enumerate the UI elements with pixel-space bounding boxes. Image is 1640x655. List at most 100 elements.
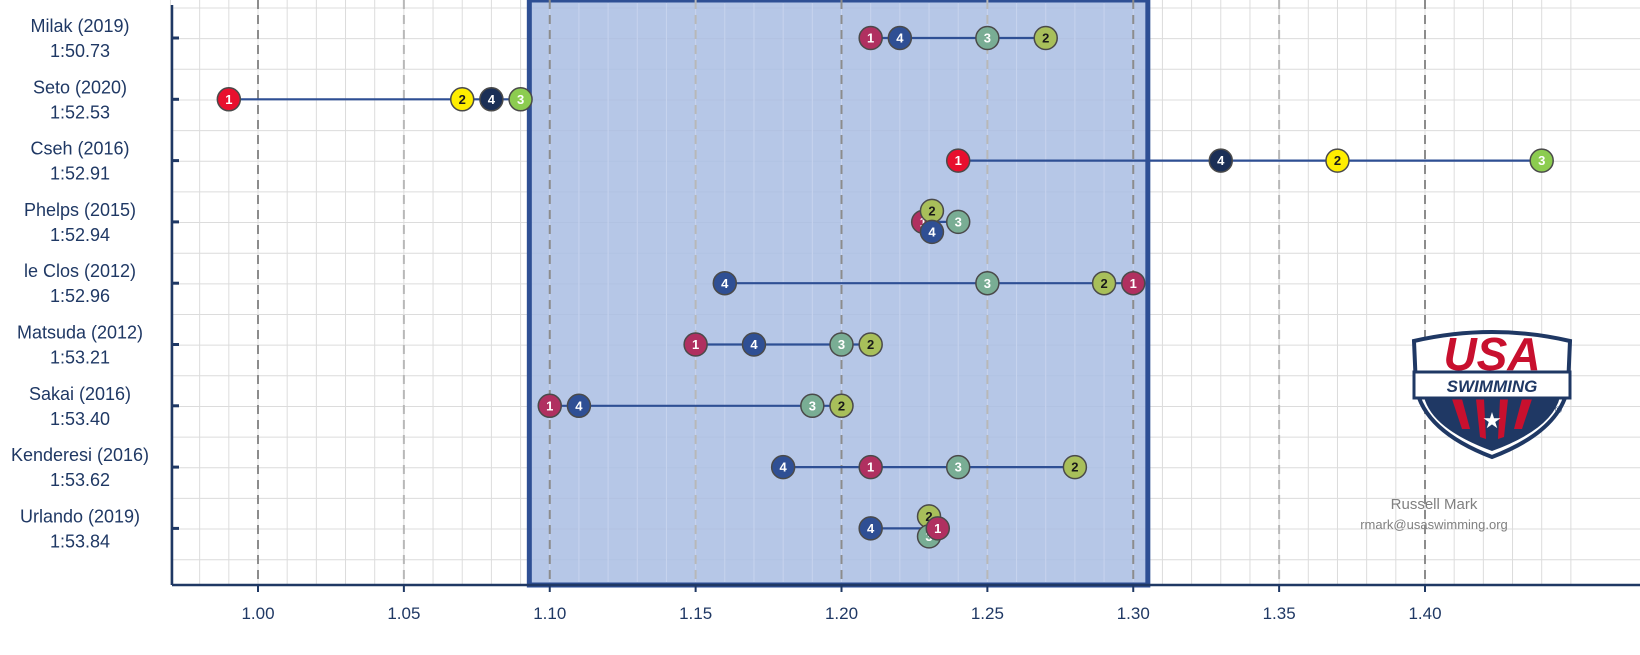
swimmer-row: Phelps (2015) 1:52.94 12 4 3 xyxy=(24,198,971,245)
marker-circle xyxy=(479,87,504,112)
marker-label: 4 xyxy=(780,460,788,475)
split-marker-3: 3 xyxy=(975,25,1000,51)
swimmer-name: Kenderesi (2016) xyxy=(11,445,149,465)
credit-author: Russell Mark xyxy=(1391,496,1478,513)
split-marker-4: 4 xyxy=(858,516,883,541)
swimmer-name: Sakai (2016) xyxy=(29,384,131,404)
swimmer-time: 1:53.62 xyxy=(50,470,110,490)
marker-label: 4 xyxy=(750,337,758,352)
marker-label: 2 xyxy=(1100,276,1107,291)
swimmer-name: le Clos (2012) xyxy=(24,261,136,281)
split-marker-4: 4 xyxy=(566,393,592,419)
split-marker-2: 2 xyxy=(1033,25,1058,51)
split-marker-3: 3 xyxy=(800,393,825,419)
marker-circle xyxy=(1033,25,1058,51)
split-marker-2: 2 xyxy=(858,332,883,357)
swimmer-time: 1:53.84 xyxy=(50,531,110,551)
logo-red-stripe xyxy=(1476,399,1486,439)
marker-label: 3 xyxy=(984,276,991,291)
marker-circle xyxy=(925,516,951,541)
marker-label: 4 xyxy=(867,521,875,536)
marker-label: 1 xyxy=(867,31,874,46)
marker-label: 3 xyxy=(1538,153,1545,168)
swimmer-time: 1:50.73 xyxy=(50,41,110,61)
x-tick-label: 1.10 xyxy=(533,604,566,623)
marker-label: 1 xyxy=(225,92,232,107)
logo-red-stripe xyxy=(1452,399,1470,429)
marker-label: 2 xyxy=(1042,31,1049,46)
swimmer-row: Matsuda (2012) 1:53.21 1 4 3 2 xyxy=(17,323,883,368)
swimmer-time: 1:53.40 xyxy=(50,409,110,429)
split-marker-1: 1 xyxy=(945,148,971,173)
swimmer-time: 1:52.91 xyxy=(50,164,110,184)
marker-circle xyxy=(829,332,854,357)
marker-circle xyxy=(1091,270,1117,296)
swimmer-time: 1:53.21 xyxy=(50,348,110,368)
marker-circle xyxy=(566,393,592,419)
logo-red-stripe xyxy=(1498,399,1508,439)
split-marker-2: 2 xyxy=(1091,270,1117,296)
swimmer-row: Seto (2020) 1:52.53 1 2 4 3 xyxy=(33,77,533,122)
swimmer-name: Urlando (2019) xyxy=(20,506,140,526)
marker-circle xyxy=(858,332,883,357)
swimmer-name: Milak (2019) xyxy=(30,16,129,36)
marker-label: 2 xyxy=(1334,153,1341,168)
marker-circle xyxy=(858,25,883,51)
marker-label: 4 xyxy=(928,225,936,240)
swimmer-row: le Clos (2012) 1:52.96 4 3 2 1 xyxy=(24,261,1146,306)
logo-red-stripe xyxy=(1514,399,1532,429)
marker-label: 3 xyxy=(984,31,991,46)
x-tick-label: 1.40 xyxy=(1408,604,1441,623)
logo-usa-text: USA xyxy=(1443,328,1540,380)
split-marker-3: 3 xyxy=(975,270,1000,296)
swimmer-name: Cseh (2016) xyxy=(30,139,129,159)
marker-label: 2 xyxy=(459,92,466,107)
marker-circle xyxy=(919,219,945,245)
x-tick-label: 1.20 xyxy=(825,604,858,623)
axes: 1.00 1.05 1.10 1.15 1.20 1.25 1.30 1.35 1.40 xyxy=(170,5,1640,623)
marker-label: 3 xyxy=(955,215,962,230)
marker-circle xyxy=(1208,148,1234,173)
split-marker-3: 3 xyxy=(1529,148,1554,173)
marker-circle xyxy=(945,148,971,173)
marker-label: 3 xyxy=(955,460,962,475)
x-tick-label: 1.35 xyxy=(1263,604,1296,623)
marker-label: 1 xyxy=(955,153,962,168)
highlight-band-layer xyxy=(526,0,1151,588)
split-marker-2: 2 xyxy=(1062,454,1088,480)
swimmer-row: Sakai (2016) 1:53.40 1 4 3 2 xyxy=(29,384,854,429)
logo-swimming-text: SWIMMING xyxy=(1447,377,1538,396)
marker-circle xyxy=(683,332,708,357)
marker-circle xyxy=(770,454,796,480)
marker-circle xyxy=(858,454,883,480)
split-marker-3: 3 xyxy=(508,87,533,112)
swimmer-time: 1:52.96 xyxy=(50,286,110,306)
split-marker-1: 1 xyxy=(858,25,883,51)
split-marker-1: 1 xyxy=(537,393,562,419)
split-marker-2: 2 xyxy=(449,87,475,112)
split-marker-2: 2 xyxy=(919,198,945,224)
logo-swimming-bar xyxy=(1412,370,1572,400)
split-marker-3: 3 xyxy=(829,332,854,357)
marker-circle xyxy=(1529,148,1554,173)
marker-label: 3 xyxy=(517,92,524,107)
marker-circle xyxy=(712,270,738,296)
marker-label: 4 xyxy=(721,276,729,291)
x-tick-label: 1.05 xyxy=(387,604,420,623)
marker-label: 2 xyxy=(925,509,932,524)
marker-label: 1 xyxy=(1130,276,1137,291)
marker-circle xyxy=(829,393,854,419)
marker-label: 1 xyxy=(867,460,874,475)
marker-circle xyxy=(537,393,562,419)
split-marker-3: 3 xyxy=(945,454,971,480)
marker-circle xyxy=(975,270,1000,296)
swimmer-row: Milak (2019) 1:50.73 1 4 3 2 xyxy=(30,16,1058,61)
split-marker-4: 4 xyxy=(1208,148,1234,173)
swimmer-name: Seto (2020) xyxy=(33,77,127,97)
split-marker-4: 4 xyxy=(712,270,738,296)
credit-email: rmark@usaswimming.org xyxy=(1360,517,1508,532)
swimmer-time: 1:52.94 xyxy=(50,225,110,245)
marker-label: 3 xyxy=(838,337,845,352)
split-marker-3: 3 xyxy=(945,209,971,235)
